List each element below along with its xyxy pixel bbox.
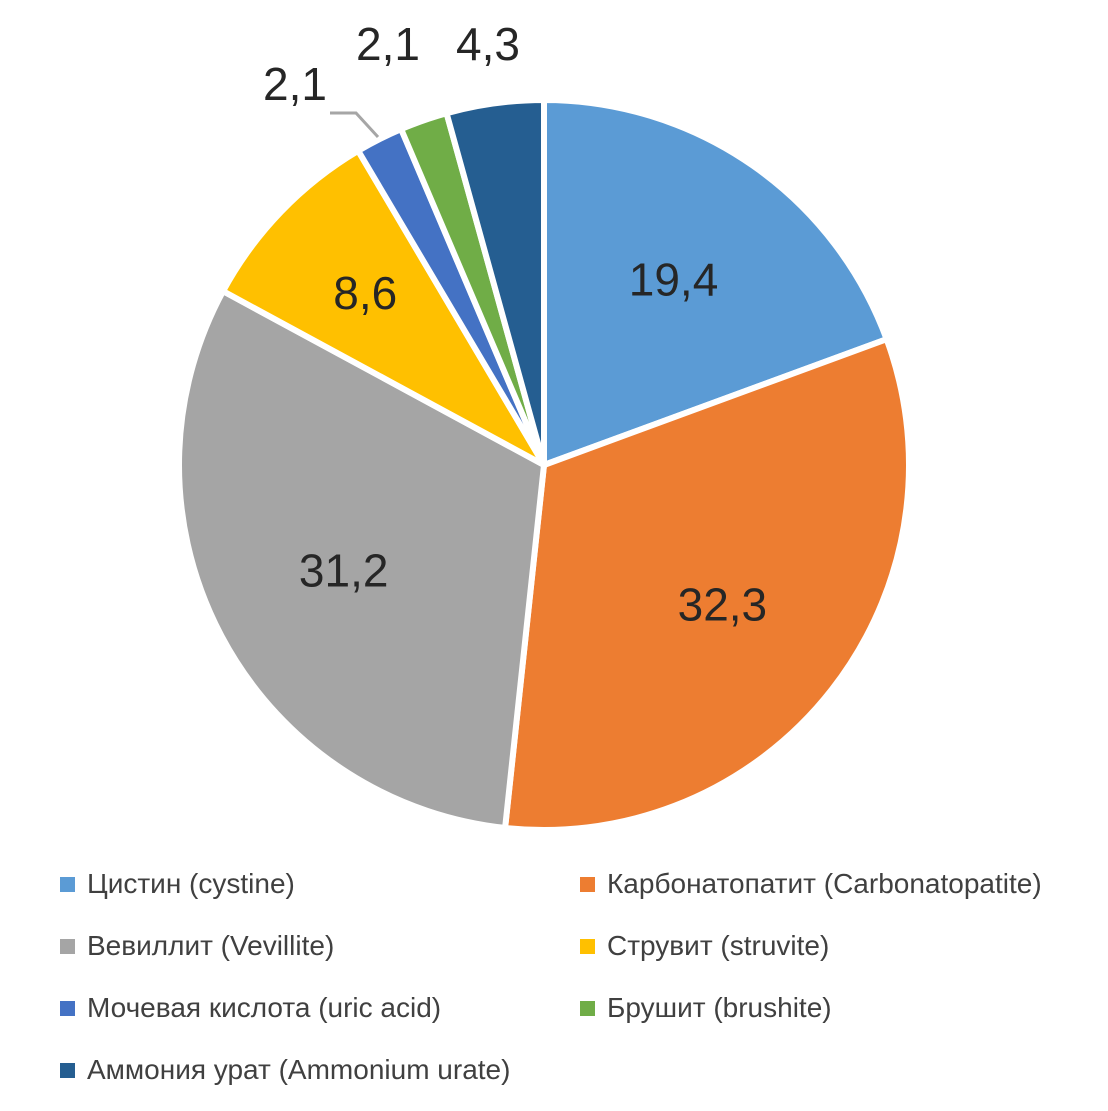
- data-label-struvite: 8,6: [333, 267, 397, 319]
- legend-swatch-brushite: [580, 1000, 595, 1016]
- legend-item-ammonium-urate: Аммония урат (Ammonium urate): [60, 1050, 510, 1090]
- pie-slice-struvite: [220, 147, 547, 468]
- legend-item-carbonatopatite: Карбонатопатит (Carbonatopatite): [580, 864, 1042, 904]
- pie-slice-cystine: [541, 97, 890, 468]
- legend-item-brushite: Брушит (brushite): [580, 988, 832, 1028]
- legend-item-uric-acid: Мочевая кислота (uric acid): [60, 988, 441, 1028]
- legend-label-cystine: Цистин (cystine): [87, 868, 295, 899]
- leader-line-uric-acid: [330, 111, 380, 139]
- legend-item-struvite: Струвит (struvite): [580, 926, 829, 966]
- legend-label-vevillite: Вевиллит (Vevillite): [87, 930, 335, 961]
- legend-label-carbonatopatite: Карбонатопатит (Carbonatopatite): [607, 868, 1042, 899]
- pie-chart: 19,4 32,3 31,2 8,6 2,1 2,1 4,3: [176, 18, 912, 833]
- pie-slice-ammonium-urate: [443, 97, 547, 468]
- data-label-carbonatopatite: 32,3: [678, 578, 768, 630]
- pie-slice-carbonatopatite: [502, 336, 912, 833]
- legend-label-uric-acid: Мочевая кислота (uric acid): [87, 992, 442, 1023]
- pie-slice-vevillite: [176, 288, 547, 831]
- legend-swatch-vevillite: [60, 938, 75, 954]
- data-label-brushite: 2,1: [356, 18, 420, 70]
- legend-swatch-cystine: [60, 876, 75, 892]
- data-label-ammonium-urate: 4,3: [456, 18, 520, 70]
- legend-item-cystine: Цистин (cystine): [60, 864, 295, 904]
- legend-swatch-carbonatopatite: [580, 876, 595, 892]
- pie-slices: [176, 97, 912, 833]
- legend-label-brushite: Брушит (brushite): [607, 992, 832, 1023]
- legend-label-ammonium-urate: Аммония урат (Ammonium urate): [87, 1054, 511, 1085]
- legend-label-struvite: Струвит (struvite): [607, 930, 830, 961]
- data-labels: 19,4 32,3 31,2 8,6 2,1 2,1 4,3: [263, 18, 767, 630]
- legend: Цистин (cystine) Карбонатопатит (Carbona…: [0, 850, 1108, 1100]
- legend-swatch-ammonium-urate: [60, 1062, 75, 1078]
- data-label-vevillite: 31,2: [299, 544, 389, 596]
- data-label-cystine: 19,4: [629, 253, 719, 305]
- legend-swatch-uric-acid: [60, 1000, 75, 1016]
- data-label-uric-acid: 2,1: [263, 58, 327, 110]
- leader-lines: [330, 111, 380, 139]
- legend-swatch-struvite: [580, 938, 595, 954]
- legend-item-vevillite: Вевиллит (Vevillite): [60, 926, 334, 966]
